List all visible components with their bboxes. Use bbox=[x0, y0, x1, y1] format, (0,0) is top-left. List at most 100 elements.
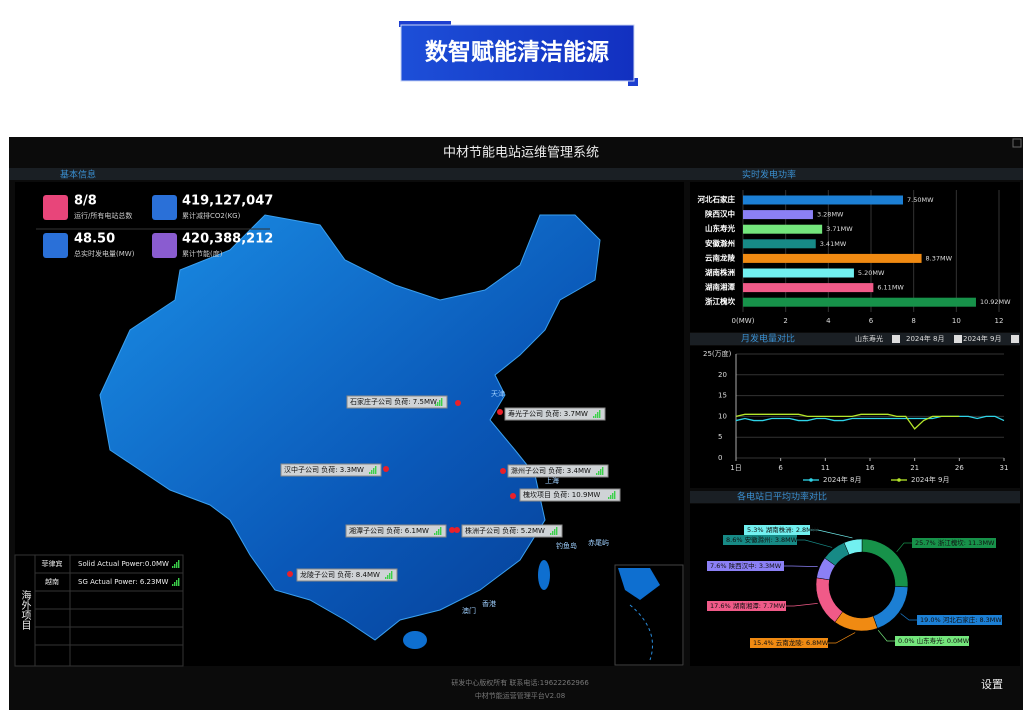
stat-icon bbox=[152, 233, 177, 258]
signal-icon bbox=[391, 571, 393, 579]
station-label-box[interactable] bbox=[504, 407, 606, 421]
pie-label: 15.4% 云南龙陵: 6.8MW bbox=[753, 638, 829, 647]
y-tick-label: 25(万度) bbox=[703, 349, 732, 358]
signal-icon bbox=[599, 410, 601, 418]
signal-icon bbox=[440, 527, 442, 535]
station-dot[interactable] bbox=[449, 527, 455, 533]
station-label: 寿光子公司 负荷: 3.7MW bbox=[508, 409, 588, 418]
pie-label: 8.6% 安徽滁州: 3.8MW bbox=[726, 535, 798, 544]
signal-icon bbox=[596, 473, 598, 475]
bar bbox=[743, 253, 922, 263]
city-label: 香港 bbox=[482, 599, 496, 608]
station-dot[interactable] bbox=[497, 409, 503, 415]
signal-icon bbox=[435, 404, 437, 406]
pie-panel bbox=[690, 504, 1020, 666]
section-bar bbox=[690, 333, 1020, 345]
legend-marker bbox=[897, 478, 901, 482]
overseas-title: 海外项目 bbox=[19, 589, 31, 630]
station-label-box[interactable] bbox=[296, 568, 398, 582]
dropdown-arrow[interactable] bbox=[1011, 335, 1019, 343]
signal-icon bbox=[172, 566, 174, 568]
stat-label: 运行/所有电站总数 bbox=[74, 211, 132, 220]
bar bbox=[743, 239, 816, 249]
x-tick-label: 31 bbox=[1000, 464, 1009, 472]
x-tick-label: 4 bbox=[826, 317, 831, 325]
city-label: 澳门 bbox=[462, 606, 476, 615]
pie-label-box bbox=[707, 561, 784, 571]
signal-icon bbox=[595, 414, 597, 418]
station-label: 槐坎项目 负荷: 10.9MW bbox=[523, 490, 600, 499]
overseas-power: SG Actual Power: 6.23MW bbox=[78, 578, 168, 586]
bar bbox=[743, 268, 854, 278]
pie-label-box bbox=[917, 615, 1002, 625]
bar bbox=[743, 224, 823, 234]
city-label: 钓鱼岛 bbox=[556, 541, 577, 550]
data-label: 3.41MW bbox=[820, 240, 847, 248]
station-label: 湘潭子公司 负荷: 6.1MW bbox=[349, 526, 429, 535]
stat-value: 48.50 bbox=[74, 232, 115, 247]
city-label: 上海 bbox=[545, 476, 559, 485]
station-label-box[interactable] bbox=[345, 524, 447, 538]
stat-label: 累计节能(度) bbox=[182, 249, 223, 258]
station-label-box[interactable] bbox=[519, 488, 621, 502]
overseas-power: Solid Actual Power:0.0MW bbox=[78, 560, 169, 568]
pie-label: 5.3% 湖南株洲: 2.8MW bbox=[747, 525, 819, 534]
y-tick-label: 河北石家庄 bbox=[698, 194, 736, 204]
signal-icon bbox=[552, 531, 554, 535]
bar bbox=[743, 195, 903, 205]
inset-boundary bbox=[629, 604, 653, 661]
legend-label: 2024年 8月 bbox=[823, 475, 862, 484]
section-bar bbox=[690, 491, 1020, 503]
signal-icon bbox=[593, 416, 595, 418]
station-label: 石家庄子公司 负荷: 7.5MW bbox=[350, 397, 437, 406]
signal-icon bbox=[174, 564, 176, 568]
x-tick-label: 2 bbox=[783, 317, 787, 325]
city-label: 赤尾屿 bbox=[588, 538, 609, 547]
panel-title: 月发电量对比 bbox=[741, 333, 795, 345]
dropdown[interactable]: 山东寿光 bbox=[855, 334, 883, 343]
stat-value: 8/8 bbox=[74, 194, 97, 209]
pie-label-box bbox=[895, 636, 969, 646]
pie-label-box bbox=[744, 525, 810, 535]
y-tick-label: 湖南株洲 bbox=[705, 267, 735, 277]
pie-label-box bbox=[750, 638, 828, 648]
leader-line bbox=[900, 613, 917, 621]
station-dot[interactable] bbox=[500, 468, 506, 474]
station-label-box[interactable] bbox=[346, 395, 448, 409]
leader-line bbox=[786, 603, 818, 607]
settings-button[interactable]: 设置 bbox=[981, 678, 1003, 691]
panel-title: 各电站日平均功率对比 bbox=[737, 491, 827, 503]
close-button[interactable] bbox=[1012, 138, 1022, 148]
station-dot[interactable] bbox=[510, 493, 516, 499]
x-tick-label: 26 bbox=[955, 464, 964, 472]
signal-icon bbox=[436, 531, 438, 535]
banner-deco bbox=[628, 78, 638, 86]
signal-icon bbox=[373, 468, 375, 474]
station-label-box[interactable] bbox=[280, 463, 382, 477]
y-tick-label: 浙江槐坎 bbox=[705, 296, 735, 306]
dropdown-arrow[interactable] bbox=[954, 335, 962, 343]
dashboard-title: 中材节能电站运维管理系统 bbox=[443, 146, 599, 161]
signal-icon bbox=[176, 580, 178, 586]
data-label: 6.11MW bbox=[877, 284, 904, 292]
station-label-box[interactable] bbox=[507, 464, 609, 478]
station-dot[interactable] bbox=[455, 400, 461, 406]
station-label-box[interactable] bbox=[461, 524, 563, 538]
station-dot[interactable] bbox=[454, 527, 460, 533]
pie-label-box bbox=[707, 601, 786, 611]
dropdown[interactable]: 2024年 9月 bbox=[963, 334, 1002, 343]
station-dot[interactable] bbox=[287, 571, 293, 577]
signal-icon bbox=[172, 584, 174, 586]
station-dot[interactable] bbox=[383, 466, 389, 472]
signal-icon bbox=[614, 491, 616, 499]
city-label: 天津 bbox=[491, 390, 505, 398]
x-tick-label: 10 bbox=[952, 317, 961, 325]
dropdown-arrow[interactable] bbox=[892, 335, 900, 343]
hainan bbox=[403, 631, 427, 649]
signal-icon bbox=[176, 562, 178, 568]
dropdown[interactable]: 2024年 8月 bbox=[906, 334, 945, 343]
signal-icon bbox=[610, 495, 612, 499]
signal-icon bbox=[602, 467, 604, 475]
stat-icon bbox=[43, 195, 68, 220]
